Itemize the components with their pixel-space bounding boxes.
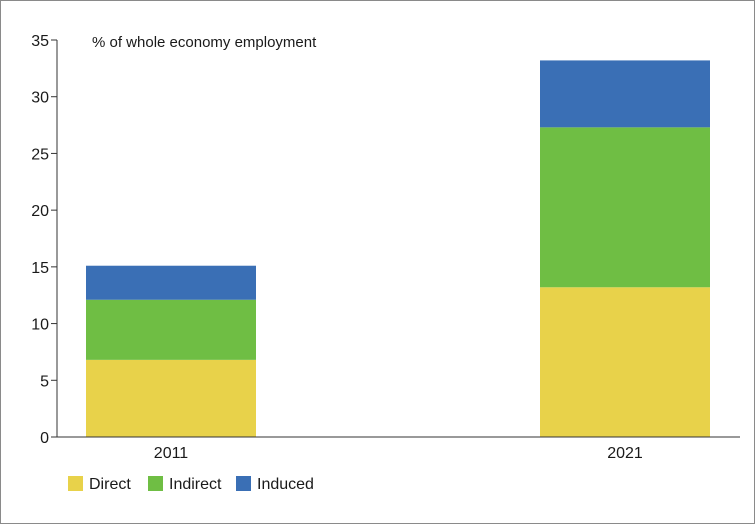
bar-indirect-2011: [86, 299, 256, 360]
legend-swatch-indirect: [148, 476, 163, 491]
x-category-label: 2011: [154, 445, 189, 462]
y-tick-label: 15: [31, 260, 49, 277]
y-tick-label: 20: [31, 203, 49, 220]
x-labels-group: 2011 2021: [154, 445, 643, 462]
legend: Direct Indirect Induced: [68, 476, 314, 493]
bar-induced-2021: [540, 60, 710, 128]
y-axis-label: % of whole economy employment: [92, 34, 317, 51]
y-tick-label: 30: [31, 90, 49, 107]
x-category-label: 2021: [607, 445, 643, 462]
bar-indirect-2021: [540, 127, 710, 288]
legend-swatch-direct: [68, 476, 83, 491]
bar-induced-2011: [86, 265, 256, 300]
y-tick-label: 35: [31, 33, 49, 50]
bar-direct-2021: [540, 287, 710, 437]
legend-label-direct: Direct: [89, 476, 131, 493]
legend-swatch-induced: [236, 476, 251, 491]
y-tick-label: 25: [31, 146, 49, 163]
y-tick-label: 0: [40, 430, 49, 447]
y-tick-label: 10: [31, 317, 49, 334]
legend-label-indirect: Indirect: [169, 476, 222, 493]
bar-direct-2011: [86, 359, 256, 437]
y-tick-label: 5: [40, 373, 49, 390]
bars-group: [86, 60, 710, 437]
legend-label-induced: Induced: [257, 476, 314, 493]
y-ticks-group: 0 5 10 15 20 25 30 35: [31, 33, 57, 447]
